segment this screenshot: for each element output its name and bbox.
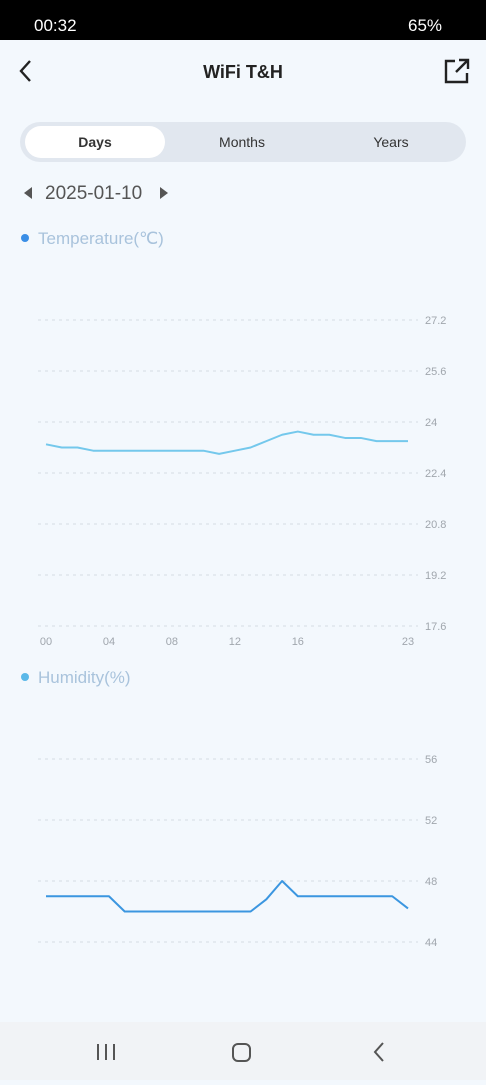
legend-dot (21, 234, 29, 242)
battery: 65% (408, 16, 443, 35)
back-button[interactable] (14, 58, 38, 84)
tab-bar: Days Months Years (20, 122, 466, 162)
data-line (46, 880, 409, 913)
tab[interactable]: Days (25, 126, 165, 158)
y-tick-label: 48 (425, 876, 437, 888)
back[interactable] (373, 1042, 384, 1062)
x-tick-label: 23 (402, 636, 414, 648)
y-tick-label: 27.2 (425, 315, 446, 327)
legend-label: Temperature(℃) (38, 229, 164, 248)
x-tick-label: 12 (229, 636, 241, 648)
date: 2025-01-10 (45, 183, 143, 204)
nav-buttons (97, 1042, 384, 1062)
y-tick-label: 22.4 (425, 468, 446, 480)
title: WiFi T&H (203, 62, 283, 82)
clock: 00:32 (34, 16, 77, 35)
home[interactable] (232, 1043, 251, 1062)
status-bar: 00:32 65% (0, 0, 486, 40)
tab[interactable]: Years (373, 134, 409, 150)
y-tick-label: 17.6 (425, 621, 446, 633)
tab[interactable]: Months (219, 134, 265, 150)
x-tick-label: 00 (40, 636, 52, 648)
y-tick-label: 20.8 (425, 519, 446, 531)
nav-bar (0, 1022, 486, 1080)
y-tick-label: 25.6 (425, 366, 446, 378)
y-tick-label: 24 (425, 417, 437, 429)
share-button[interactable] (442, 56, 472, 86)
x-tick-label: 16 (292, 636, 304, 648)
x-tick-label: 08 (166, 636, 178, 648)
legend-label: Humidity(%) (38, 668, 131, 687)
y-tick-label: 56 (425, 754, 437, 766)
y-tick-label: 19.2 (425, 570, 446, 582)
charts: Temperature(℃) 17.6 19.2 20.8 22.4 24 25.6 27.2… (21, 229, 446, 949)
next-date[interactable] (158, 186, 170, 200)
y-tick-label: 52 (425, 815, 437, 827)
data-line (45, 430, 408, 455)
recent-apps[interactable] (97, 1044, 115, 1060)
x-tick-label: 04 (103, 636, 115, 648)
prev-date[interactable] (22, 186, 34, 200)
y-tick-label: 44 (425, 937, 437, 949)
legend-dot (21, 673, 29, 681)
header: WiFi T&H (0, 40, 486, 104)
